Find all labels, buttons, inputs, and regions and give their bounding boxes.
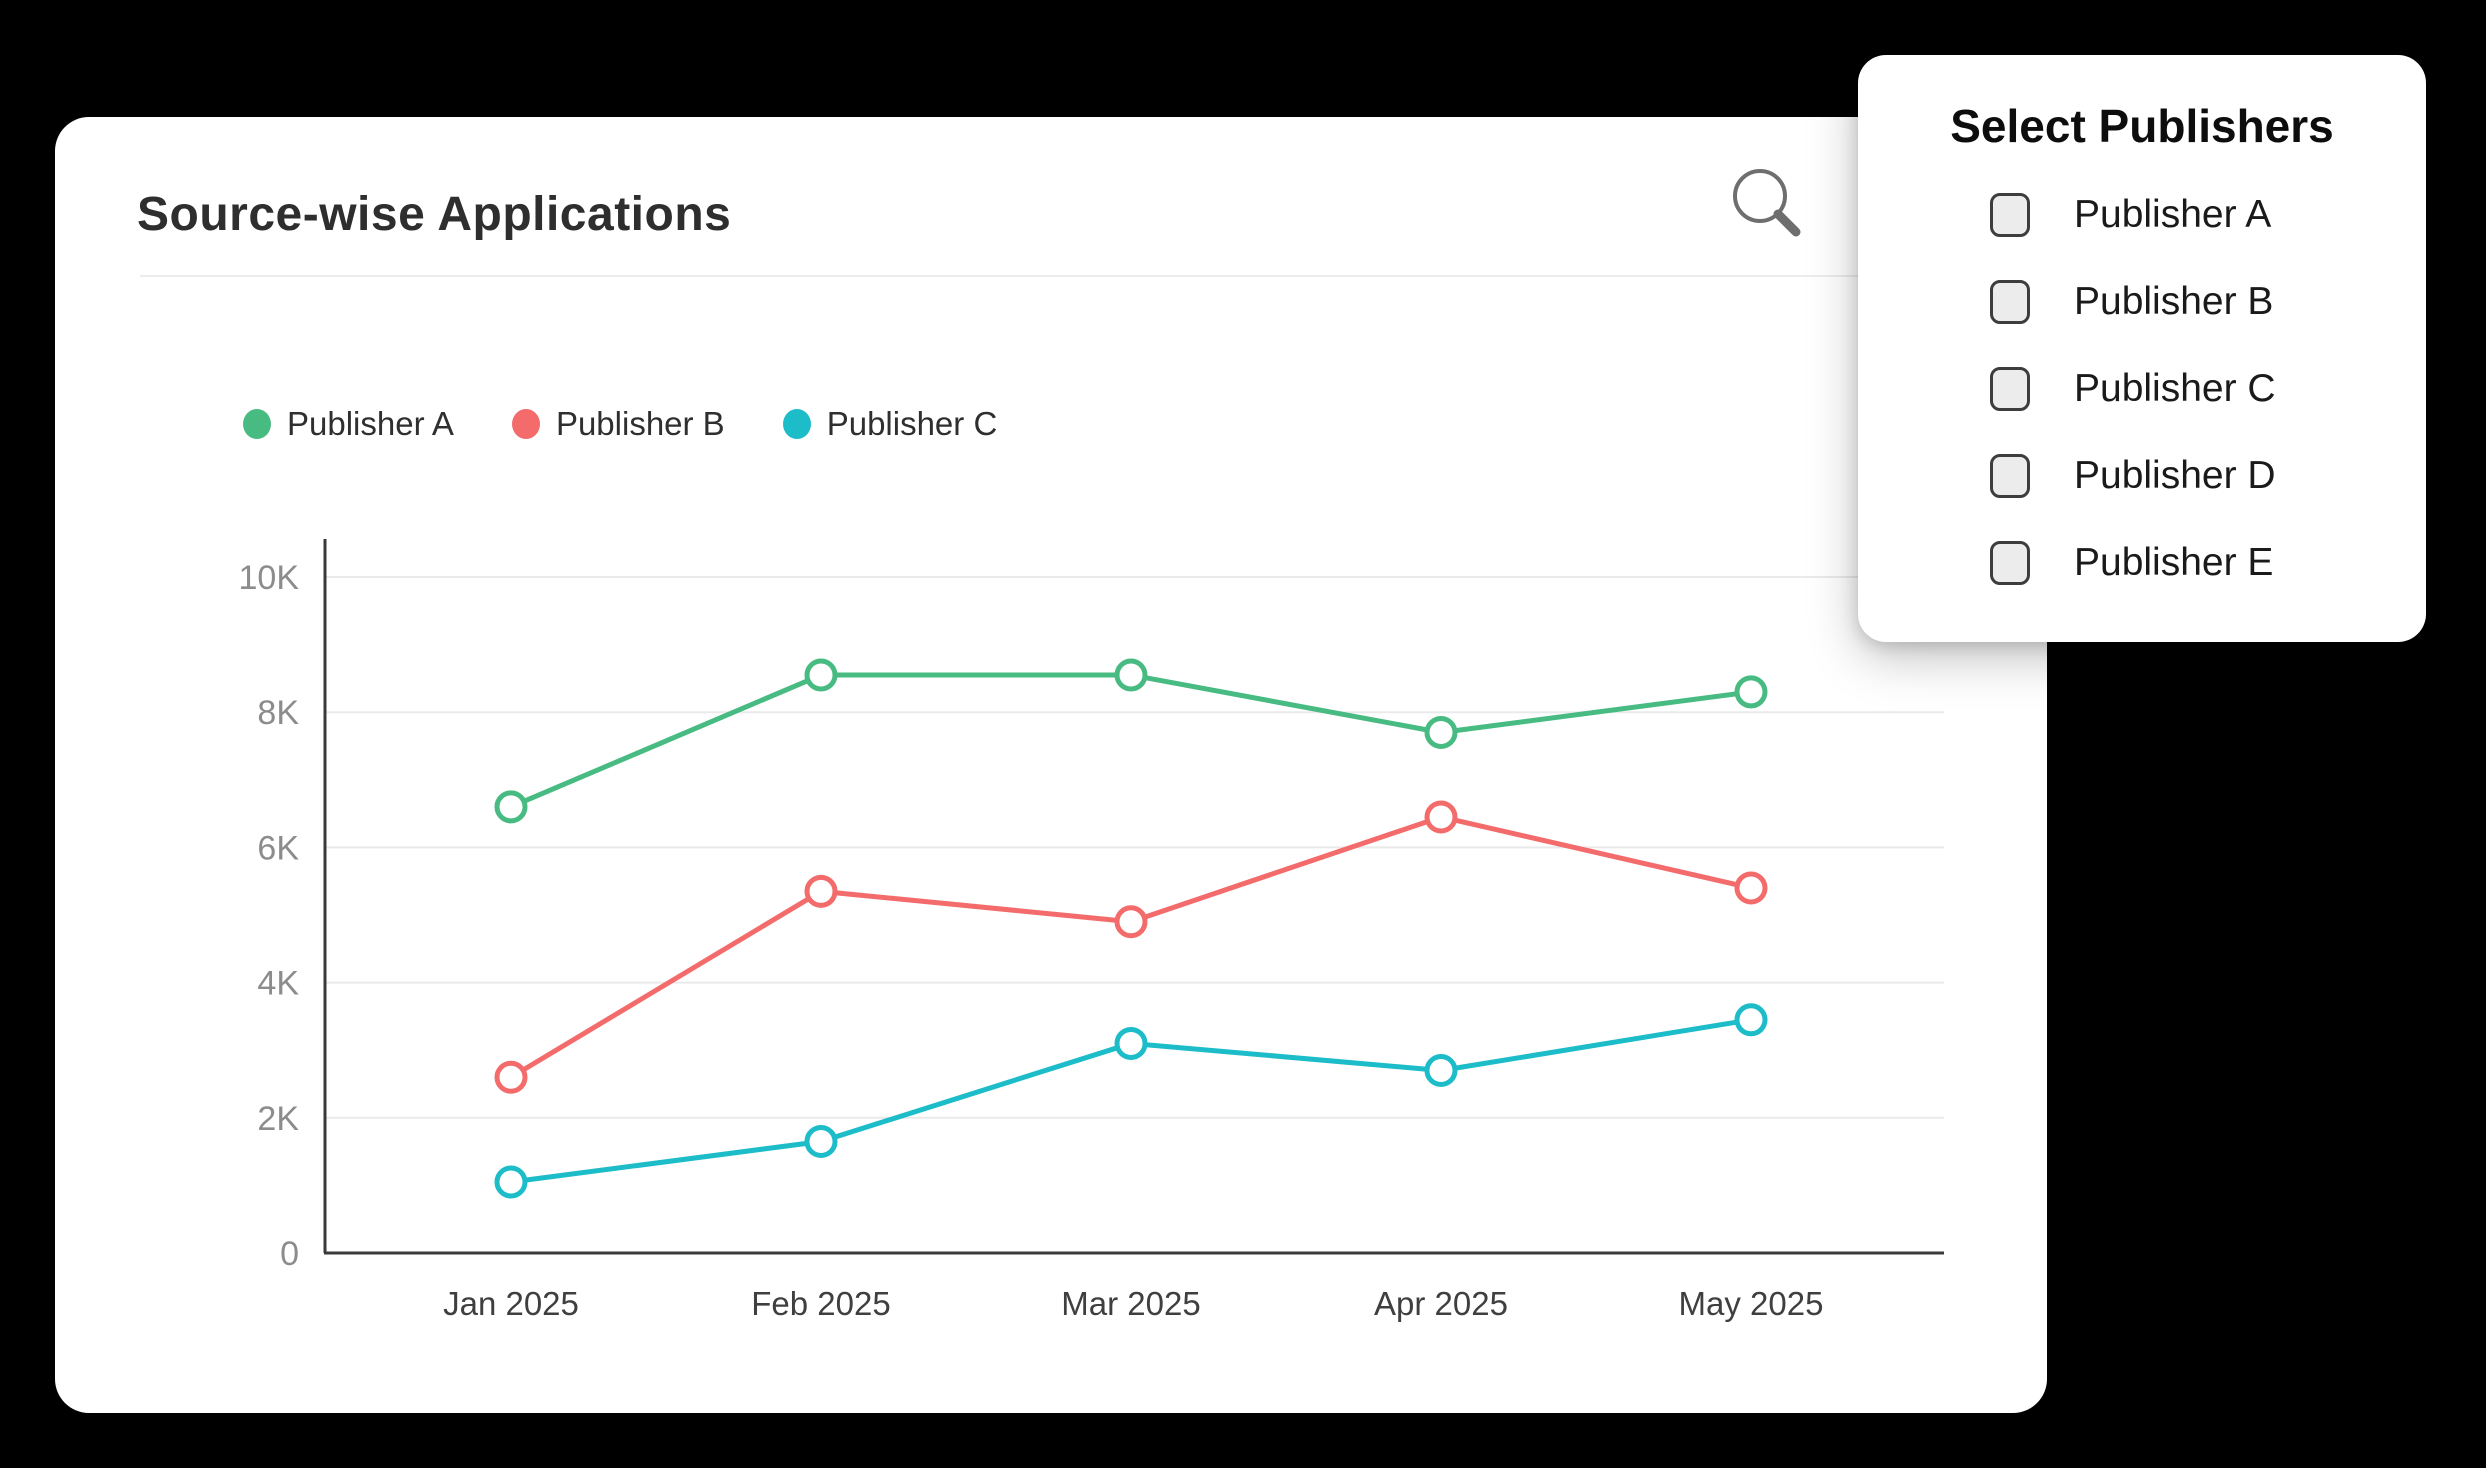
svg-text:May 2025: May 2025: [1679, 1285, 1824, 1322]
svg-text:Mar 2025: Mar 2025: [1061, 1285, 1200, 1322]
publisher-option-d[interactable]: Publisher D: [1858, 432, 2426, 519]
legend-dot-icon: [782, 409, 811, 439]
svg-text:Jan 2025: Jan 2025: [443, 1285, 579, 1322]
legend-dot-icon: [511, 409, 540, 439]
publisher-option-label: Publisher D: [2074, 453, 2276, 497]
search-button[interactable]: [1723, 161, 1807, 245]
legend-item-publisher-c[interactable]: Publisher C: [782, 405, 998, 443]
legend-dot-icon: [243, 409, 271, 439]
checkbox-publisher-d[interactable]: [1990, 453, 2030, 498]
legend-item-publisher-a[interactable]: Publisher A: [243, 405, 454, 443]
publisher-option-label: Publisher B: [2074, 279, 2274, 323]
select-publishers-popup: Select Publishers Publisher A Publisher …: [1858, 55, 2426, 642]
legend-label: Publisher B: [555, 405, 725, 442]
source-wise-applications-card: Source-wise Applications Publisher A Pub…: [55, 117, 2047, 1413]
popup-title: Select Publishers: [1950, 100, 2334, 152]
publisher-list: Publisher A Publisher B Publisher C Publ…: [1858, 171, 2426, 606]
chart-legend: Publisher A Publisher B Publisher C: [243, 405, 997, 443]
header-divider: [140, 275, 1970, 277]
line-chart: 0 2K 4K 6K 8K 10K Jan 2025 Feb 2025 Mar 2025 Apr …: [239, 539, 1944, 1322]
checkbox-publisher-c[interactable]: [1990, 366, 2030, 411]
page-title: Source-wise Applications: [137, 188, 732, 241]
legend-label: Publisher C: [826, 405, 998, 442]
publisher-option-label: Publisher A: [2074, 192, 2272, 236]
publisher-option-label: Publisher E: [2074, 540, 2274, 584]
publisher-option-e[interactable]: Publisher E: [1858, 519, 2426, 606]
svg-text:Apr 2025: Apr 2025: [1374, 1285, 1508, 1322]
checkbox-publisher-b[interactable]: [1990, 279, 2030, 324]
publisher-option-b[interactable]: Publisher B: [1858, 258, 2426, 345]
search-icon: [1733, 169, 1801, 237]
publisher-option-a[interactable]: Publisher A: [1858, 171, 2426, 258]
publisher-option-label: Publisher C: [2074, 366, 2276, 410]
svg-text:2K: 2K: [257, 1100, 299, 1138]
legend-label: Publisher A: [287, 405, 454, 442]
checkbox-publisher-a[interactable]: [1990, 192, 2030, 237]
svg-text:8K: 8K: [257, 694, 299, 732]
publisher-option-c[interactable]: Publisher C: [1858, 345, 2426, 432]
svg-text:4K: 4K: [257, 965, 299, 1003]
legend-item-publisher-b[interactable]: Publisher B: [511, 405, 725, 443]
svg-text:6K: 6K: [257, 829, 299, 867]
checkbox-publisher-e[interactable]: [1990, 540, 2030, 585]
svg-text:10K: 10K: [239, 559, 300, 597]
svg-text:0: 0: [280, 1235, 299, 1273]
svg-text:Feb 2025: Feb 2025: [751, 1285, 890, 1322]
